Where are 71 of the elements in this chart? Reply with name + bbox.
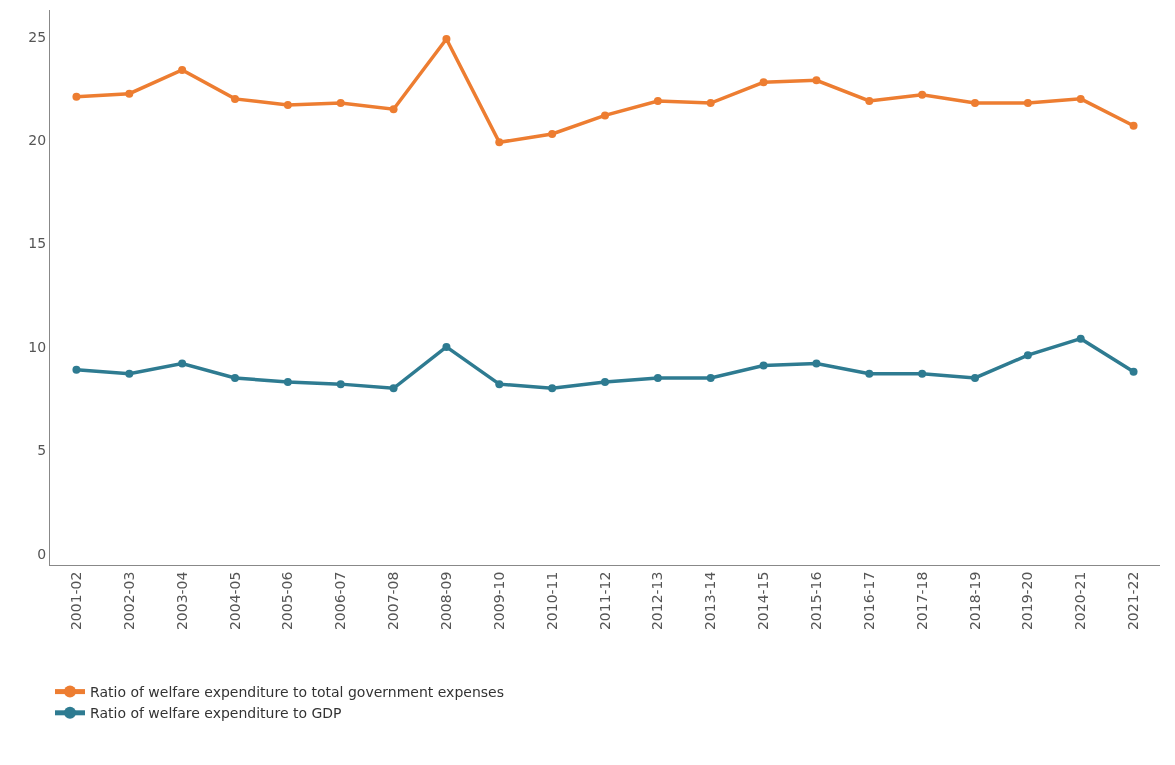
point <box>495 380 504 389</box>
point <box>283 101 292 110</box>
point <box>442 34 451 43</box>
point <box>125 89 134 98</box>
x-tick-label: 2011-12 <box>596 571 613 631</box>
x-tick-label: 2005-06 <box>279 571 296 631</box>
point <box>283 378 292 387</box>
point <box>231 373 239 382</box>
y-tick-label: 0 <box>37 545 47 562</box>
point <box>178 65 187 74</box>
point <box>759 78 768 87</box>
y-tick-label: 5 <box>37 442 47 459</box>
x-tick-label: 2001-02 <box>67 571 84 631</box>
point <box>178 359 187 368</box>
point <box>759 361 768 370</box>
point <box>336 380 345 389</box>
point <box>336 99 345 108</box>
point <box>1076 94 1085 103</box>
point <box>918 369 927 378</box>
point <box>706 99 715 108</box>
point <box>442 342 451 351</box>
x-tick-label: 2014-15 <box>755 571 772 631</box>
x-tick-label: 2004-05 <box>226 571 243 631</box>
x-tick-label: 2015-16 <box>807 571 824 631</box>
x-tick-label: 2018-19 <box>966 571 983 631</box>
point <box>971 373 979 382</box>
point <box>812 76 821 85</box>
point <box>1129 121 1138 130</box>
point <box>495 138 504 147</box>
point <box>812 359 821 368</box>
legend-label: Ratio of welfare expenditure to total government expenses <box>90 684 504 701</box>
point <box>548 384 557 393</box>
point <box>706 373 715 382</box>
x-tick-label: 2007-08 <box>385 571 402 631</box>
x-tick-label: 2012-13 <box>649 571 666 631</box>
x-tick-label: 2008-09 <box>437 571 454 631</box>
y-tick-label: 20 <box>28 132 47 149</box>
x-tick-label: 2003-04 <box>173 571 190 631</box>
point <box>1076 334 1085 343</box>
x-tick-label: 2010-11 <box>543 571 560 631</box>
point <box>231 94 239 103</box>
x-tick-label: 2017-18 <box>913 571 930 631</box>
point <box>1023 351 1032 360</box>
point <box>865 96 874 105</box>
x-tick-label: 2020-21 <box>1072 571 1089 631</box>
x-tick-label: 2021-22 <box>1125 571 1142 631</box>
x-tick-label: 2009-10 <box>490 571 507 631</box>
x-tick-label: 2019-20 <box>1019 571 1036 631</box>
x-tick-label: 2002-03 <box>120 571 137 631</box>
point <box>389 384 398 393</box>
point <box>971 99 979 108</box>
point <box>72 365 81 374</box>
y-tick-label: 10 <box>28 338 47 355</box>
x-tick-label: 2016-17 <box>860 571 877 631</box>
point <box>918 90 927 99</box>
legend-label: Ratio of welfare expenditure to GDP <box>90 705 342 722</box>
point <box>1023 99 1032 108</box>
point <box>125 369 134 378</box>
point <box>72 92 81 101</box>
point <box>389 105 398 114</box>
point <box>865 369 874 378</box>
point <box>1129 367 1138 376</box>
point <box>653 96 662 105</box>
x-tick-label: 2006-07 <box>332 571 349 631</box>
y-tick-label: 15 <box>28 235 47 252</box>
point <box>548 130 557 139</box>
x-tick-label: 2013-14 <box>702 571 719 631</box>
point <box>653 373 662 382</box>
y-tick-label: 25 <box>28 28 47 45</box>
point <box>601 111 609 120</box>
point <box>601 378 609 387</box>
